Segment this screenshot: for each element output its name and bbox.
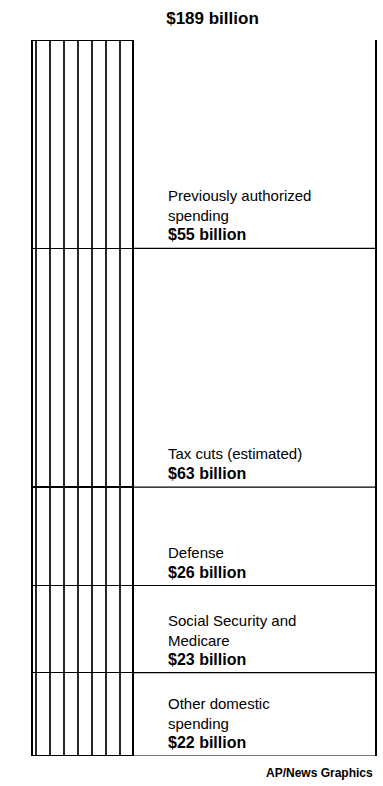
svg-text:$189 billion: $189 billion	[166, 9, 259, 28]
svg-text:Social Security andMedicare$23: Social Security andMedicare$23 billion	[168, 612, 296, 668]
svg-text:Previously authorizedspending$: Previously authorizedspending$55 billion	[168, 187, 311, 243]
svg-text:Tax cuts (estimated)$63 billio: Tax cuts (estimated)$63 billion	[168, 445, 302, 482]
svg-text:Defense$26 billion: Defense$26 billion	[168, 544, 246, 581]
svg-text:Other domesticspending$22 bill: Other domesticspending$22 billion	[168, 695, 270, 751]
svg-text:AP/News Graphics: AP/News Graphics	[266, 766, 373, 780]
